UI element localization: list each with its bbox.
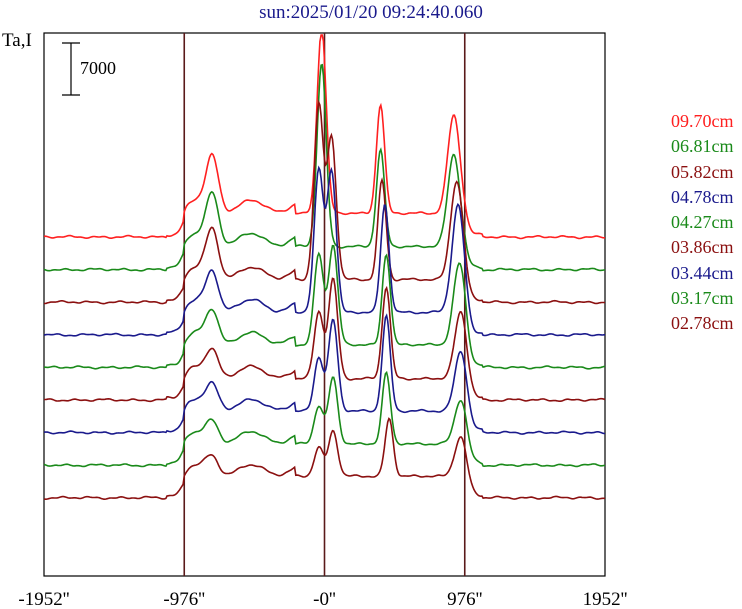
legend-entry-5: 03.86cm bbox=[671, 237, 734, 258]
series-line-7 bbox=[43, 370, 606, 468]
scale-bar-label: 7000 bbox=[80, 58, 116, 78]
series-line-3 bbox=[43, 165, 606, 337]
chart-title: sun:2025/01/20 09:24:40.060 bbox=[259, 2, 483, 23]
y-axis-label: Ta,I bbox=[2, 30, 32, 51]
x-tick-label-2: -0'' bbox=[313, 589, 336, 609]
x-tick-label-1: -976'' bbox=[163, 589, 205, 609]
x-tick-label-3: 976'' bbox=[447, 589, 482, 609]
series-line-5 bbox=[44, 277, 606, 403]
legend: 09.70cm 06.81cm 05.82cm 04.78cm 04.27cm 03.86… bbox=[671, 109, 734, 337]
legend-entry-7: 03.17cm bbox=[671, 288, 734, 309]
series-line-1 bbox=[43, 63, 606, 272]
x-tick-label-0: -1952'' bbox=[18, 589, 69, 609]
legend-entry-0: 09.70cm bbox=[671, 111, 734, 131]
series-line-2 bbox=[44, 99, 606, 305]
series-line-0 bbox=[43, 34, 606, 240]
series-line-6 bbox=[43, 313, 605, 435]
x-tick-label-4: 1952'' bbox=[583, 589, 628, 609]
series-line-8 bbox=[43, 417, 606, 500]
legend-entry-6: 03.44cm bbox=[671, 262, 734, 283]
legend-entry-4: 04.27cm bbox=[671, 212, 734, 233]
legend-entry-3: 04.78cm bbox=[671, 186, 734, 207]
series-line-4 bbox=[44, 244, 606, 370]
legend-entry-8: 02.78cm bbox=[671, 313, 734, 334]
legend-entry-2: 05.82cm bbox=[671, 161, 734, 182]
legend-entry-1: 06.81cm bbox=[671, 136, 734, 157]
